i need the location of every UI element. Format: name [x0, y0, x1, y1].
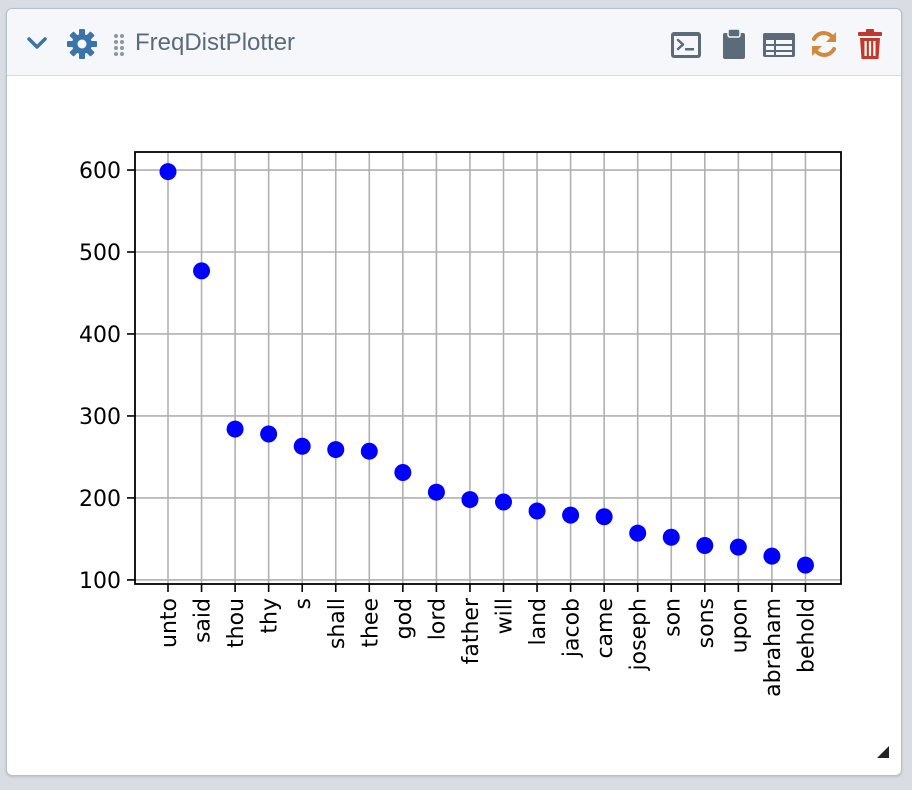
- x-tick-label: s: [291, 598, 316, 609]
- x-tick-label: came: [593, 598, 618, 659]
- x-tick-label: thee: [358, 598, 383, 648]
- trash-icon[interactable]: [855, 27, 885, 61]
- y-tick-label: 100: [79, 569, 121, 594]
- data-point: [159, 163, 177, 181]
- x-tick-label: upon: [727, 598, 752, 653]
- x-tick-label: said: [191, 598, 216, 643]
- data-point: [595, 508, 613, 526]
- data-point: [394, 464, 412, 482]
- resize-handle-icon[interactable]: [877, 745, 889, 763]
- x-tick-label: father: [459, 597, 484, 664]
- gear-icon[interactable]: [65, 27, 99, 61]
- widget-header: FreqDistPlotter: [7, 9, 901, 76]
- data-point: [327, 441, 345, 459]
- widget-title: FreqDistPlotter: [135, 29, 296, 56]
- x-tick-label: behold: [794, 598, 819, 673]
- drag-handle-icon[interactable]: [111, 31, 127, 59]
- clipboard-icon[interactable]: [719, 27, 749, 61]
- y-tick-label: 600: [79, 159, 121, 184]
- table-icon[interactable]: [761, 29, 797, 61]
- x-tick-label: will: [493, 598, 518, 634]
- x-tick-label: sons: [694, 598, 719, 648]
- freqdist-chart: 100 200 300 400 500 600 unto said thou thy s shall t…: [79, 151, 842, 697]
- data-point: [260, 425, 278, 443]
- x-tick-label: son: [660, 598, 685, 637]
- x-tick-label: jacob: [560, 598, 585, 658]
- x-tick-label: land: [526, 598, 551, 646]
- refresh-icon[interactable]: [807, 27, 841, 61]
- x-tick-label: unto: [157, 598, 182, 648]
- data-point: [562, 506, 580, 524]
- data-point: [226, 420, 244, 438]
- data-point: [193, 262, 211, 280]
- data-point: [696, 536, 714, 554]
- data-point: [528, 502, 546, 520]
- data-point: [629, 524, 647, 542]
- x-tick-label: shall: [325, 598, 350, 649]
- chevron-down-icon[interactable]: [23, 29, 51, 57]
- x-tick-label: abraham: [761, 598, 786, 697]
- x-tick-label: lord: [425, 598, 450, 640]
- widget-panel: FreqDistPlotter: [6, 8, 902, 776]
- data-point: [495, 493, 512, 511]
- data-point: [461, 491, 479, 509]
- y-tick-label: 300: [79, 405, 121, 430]
- x-tick-label: god: [392, 598, 417, 639]
- terminal-icon[interactable]: [669, 29, 703, 61]
- data-point: [360, 442, 378, 460]
- y-tick-label: 400: [79, 323, 121, 348]
- data-point: [763, 547, 781, 565]
- x-tick-label: joseph: [627, 598, 652, 671]
- x-tick-label: thou: [224, 598, 249, 648]
- x-tick-label: thy: [258, 598, 283, 634]
- plot-frame: [134, 151, 842, 585]
- data-point: [293, 437, 311, 455]
- y-tick-label: 200: [79, 487, 121, 512]
- data-point: [796, 556, 814, 574]
- y-tick-label: 500: [79, 241, 121, 266]
- data-point: [662, 528, 680, 546]
- data-point: [729, 538, 747, 556]
- data-point: [427, 483, 445, 501]
